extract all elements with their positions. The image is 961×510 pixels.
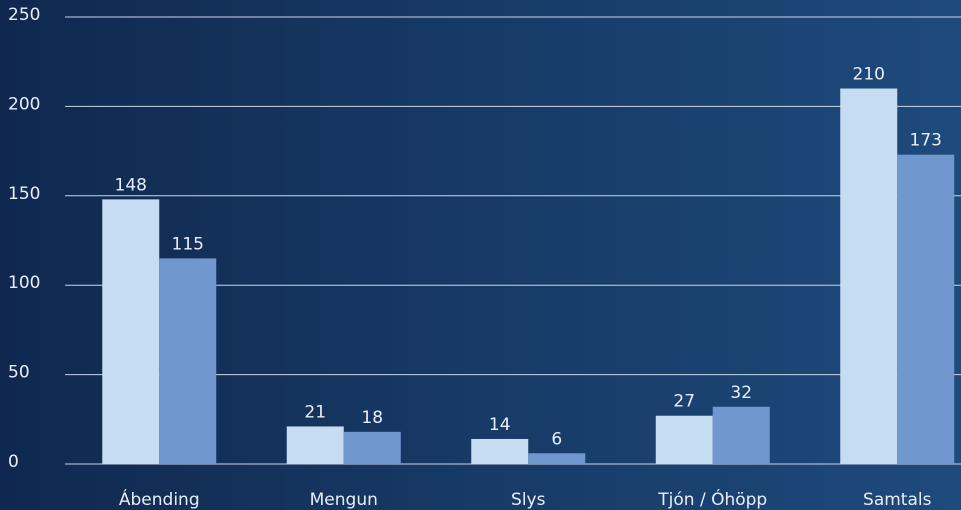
y-tick-label: 50	[8, 363, 30, 383]
bar	[528, 453, 586, 464]
value-label: 173	[910, 131, 942, 151]
bar	[655, 415, 713, 464]
value-label: 32	[730, 383, 752, 403]
bar	[840, 88, 898, 465]
value-label: 6	[551, 429, 562, 449]
y-tick-label: 100	[8, 273, 40, 293]
bar	[159, 258, 217, 464]
value-label: 18	[361, 408, 383, 428]
y-tick-label: 200	[8, 94, 40, 114]
value-label: 148	[115, 175, 147, 195]
bar	[343, 431, 401, 464]
value-label: 115	[172, 234, 204, 254]
bar	[102, 199, 160, 464]
bar	[712, 406, 770, 464]
bar	[897, 154, 955, 464]
x-tick-label: Mengun	[310, 490, 378, 510]
x-tick-label: Tjón / Óhöpp	[657, 488, 767, 510]
value-label: 14	[489, 415, 511, 435]
value-label: 27	[673, 392, 695, 412]
x-tick-label: Slys	[511, 490, 546, 510]
value-label: 21	[304, 402, 326, 422]
value-label: 210	[853, 65, 885, 85]
y-tick-label: 0	[8, 452, 19, 472]
y-tick-label: 250	[8, 5, 40, 25]
y-tick-label: 150	[8, 184, 40, 204]
bar	[286, 426, 344, 464]
bar	[471, 438, 529, 464]
x-tick-label: Samtals	[863, 490, 932, 510]
x-tick-label: Ábending	[119, 488, 200, 510]
